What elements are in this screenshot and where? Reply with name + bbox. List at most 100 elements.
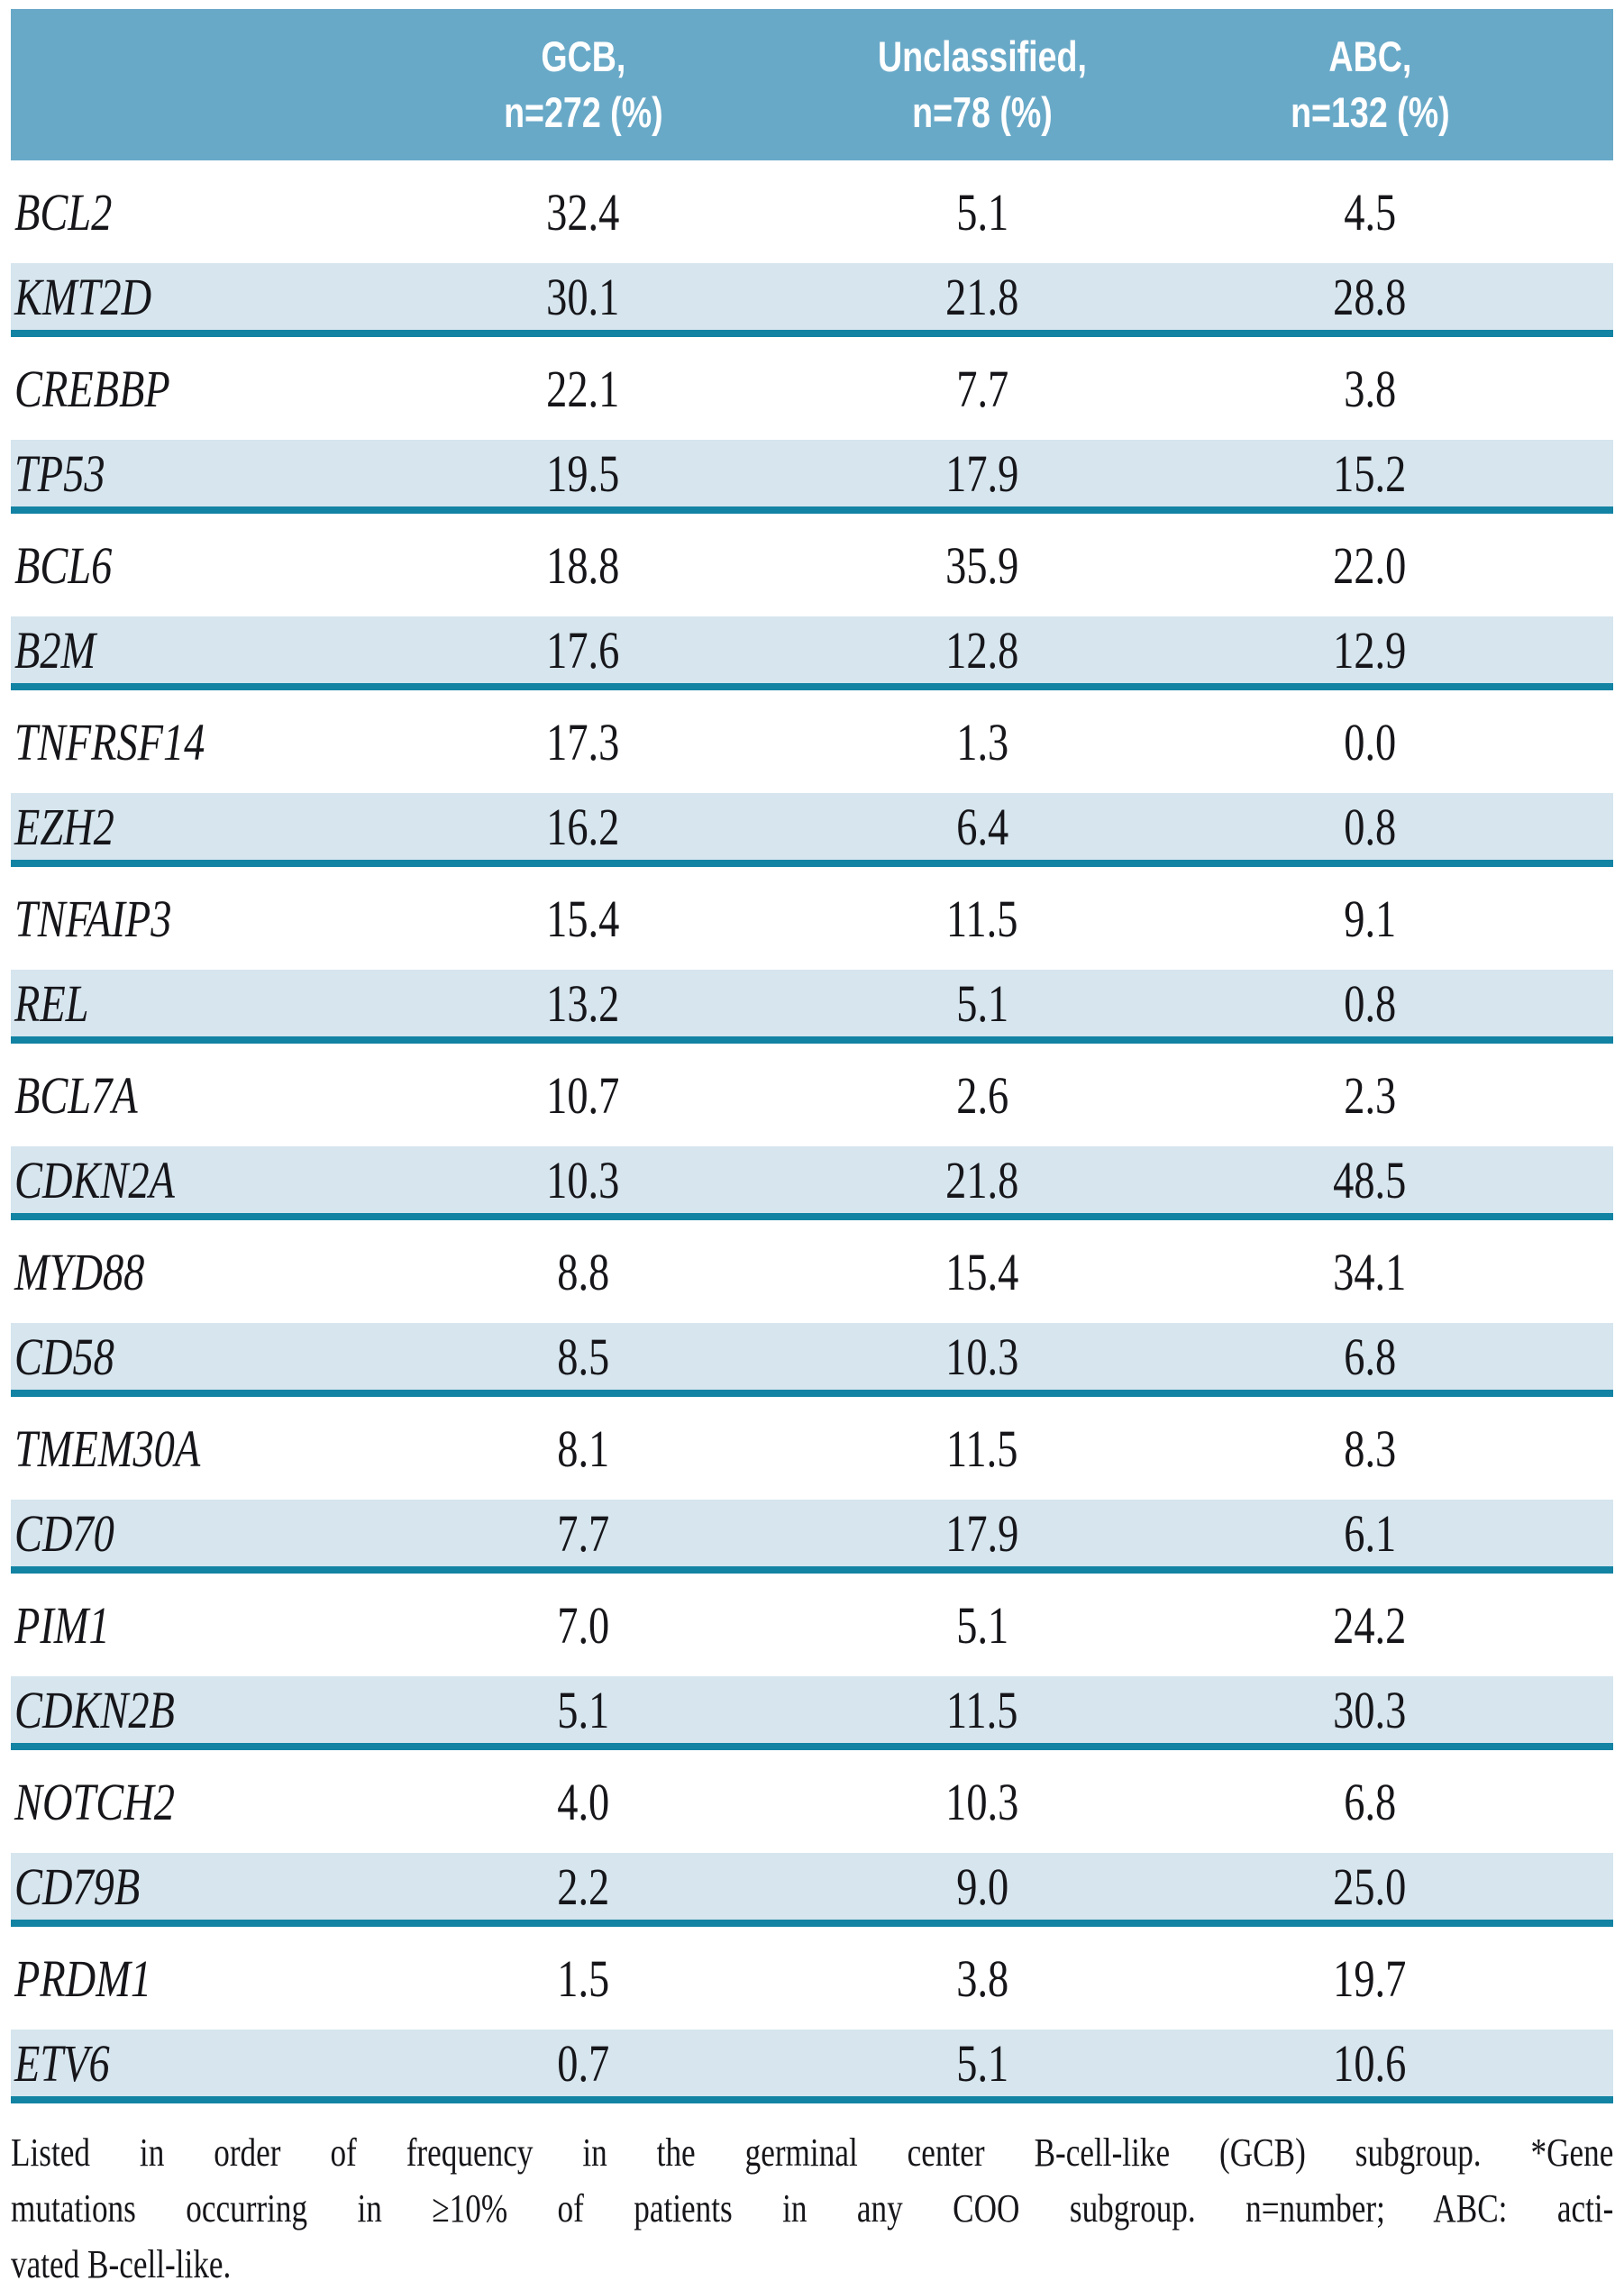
unclassified-value: 2.6 xyxy=(956,1065,1008,1125)
abc-value: 19.7 xyxy=(1333,1948,1407,2008)
unclassified-value: 6.4 xyxy=(956,797,1008,856)
gcb-value: 4.0 xyxy=(557,1772,609,1831)
column-header-gcb-text: GCB, n=272 (%) xyxy=(504,29,663,141)
abc-value: 0.0 xyxy=(1344,712,1396,771)
table-row-pim1: PIM1 7.0 5.1 24.2 xyxy=(11,1574,1613,1676)
unclassified-value: 35.9 xyxy=(945,535,1019,595)
gene-name: PIM1 xyxy=(14,1595,110,1655)
abc-value: 6.1 xyxy=(1344,1503,1396,1563)
unclassified-value: 7.7 xyxy=(956,359,1008,418)
gcb-value: 7.0 xyxy=(557,1595,609,1655)
table-row-kmt2d: KMT2D 30.1 21.8 28.8 xyxy=(11,263,1613,337)
gene-name: BCL7A xyxy=(14,1065,138,1125)
abc-value: 4.5 xyxy=(1344,182,1396,242)
gene-name: BCL2 xyxy=(14,182,113,242)
column-header-unclassified-text: Unclassified, n=78 (%) xyxy=(878,29,1087,141)
unclassified-value: 1.3 xyxy=(956,712,1008,771)
gene-name: EZH2 xyxy=(14,797,114,856)
gene-name: REL xyxy=(14,973,89,1033)
gene-name: BCL6 xyxy=(14,535,113,595)
gcb-value: 19.5 xyxy=(546,443,620,503)
table-row-etv6: ETV6 0.7 5.1 10.6 xyxy=(11,2030,1613,2103)
unclassified-value: 17.9 xyxy=(945,443,1019,503)
gcb-value: 30.1 xyxy=(546,267,620,326)
gene-name: CD58 xyxy=(14,1327,114,1386)
gcb-value: 17.6 xyxy=(546,620,620,680)
unclassified-count: n=78 (%) xyxy=(912,88,1053,136)
gene-name: KMT2D xyxy=(14,267,152,326)
gene-name: CDKN2B xyxy=(14,1680,175,1739)
column-header-abc: ABC, n=132 (%) xyxy=(1188,29,1552,141)
table-row-cd70: CD70 7.7 17.9 6.1 xyxy=(11,1500,1613,1574)
table-row-prdm1: PRDM1 1.5 3.8 19.7 xyxy=(11,1927,1613,2030)
table-row-bcl6: BCL6 18.8 35.9 22.0 xyxy=(11,514,1613,616)
abc-value: 34.1 xyxy=(1333,1242,1407,1301)
table-row-cd58: CD58 8.5 10.3 6.8 xyxy=(11,1323,1613,1397)
unclassified-value: 9.0 xyxy=(956,1857,1008,1916)
gcb-value: 8.5 xyxy=(557,1327,609,1386)
table-row-myd88: MYD88 8.8 15.4 34.1 xyxy=(11,1220,1613,1323)
unclassified-value: 5.1 xyxy=(956,182,1008,242)
table-row-tmem30a: TMEM30A 8.1 11.5 8.3 xyxy=(11,1397,1613,1500)
abc-value: 0.8 xyxy=(1344,797,1396,856)
abc-value: 0.8 xyxy=(1344,973,1396,1033)
gcb-label: GCB, xyxy=(540,32,625,80)
table-row-b2m: B2M 17.6 12.8 12.9 xyxy=(11,616,1613,690)
gcb-value: 5.1 xyxy=(557,1680,609,1739)
abc-label: ABC, xyxy=(1328,32,1411,80)
table-row-tp53: TP53 19.5 17.9 15.2 xyxy=(11,440,1613,514)
gcb-value: 17.3 xyxy=(546,712,620,771)
gene-name: TNFAIP3 xyxy=(14,889,172,948)
footnote-line-3: vated B-cell-like. xyxy=(11,2242,232,2286)
table-row-bcl2: BCL2 32.4 5.1 4.5 xyxy=(11,160,1613,263)
gene-name: TP53 xyxy=(14,443,105,503)
abc-value: 3.8 xyxy=(1344,359,1396,418)
abc-value: 10.6 xyxy=(1333,2033,1407,2093)
unclassified-value: 5.1 xyxy=(956,973,1008,1033)
abc-value: 30.3 xyxy=(1333,1680,1407,1739)
table-row-crebbp: CREBBP 22.1 7.7 3.8 xyxy=(11,337,1613,440)
gcb-value: 10.7 xyxy=(546,1065,620,1125)
gcb-value: 0.7 xyxy=(557,2033,609,2093)
table-footnote: Listed in order of frequency in the germ… xyxy=(11,2125,1613,2290)
table-row-cdkn2b: CDKN2B 5.1 11.5 30.3 xyxy=(11,1676,1613,1750)
gene-name: PRDM1 xyxy=(14,1948,152,2008)
gcb-count: n=272 (%) xyxy=(503,88,663,136)
gcb-value: 8.1 xyxy=(557,1419,609,1478)
gene-name: CD79B xyxy=(14,1857,141,1916)
table-header-row: GCB, n=272 (%) Unclassified, n=78 (%) ABC,… xyxy=(11,9,1613,160)
footnote-line-2: mutations occurring in ≥10% of patients … xyxy=(11,2186,1614,2231)
unclassified-value: 17.9 xyxy=(945,1503,1019,1563)
unclassified-value: 15.4 xyxy=(945,1242,1019,1301)
gene-name: NOTCH2 xyxy=(14,1772,175,1831)
gcb-value: 18.8 xyxy=(546,535,620,595)
table-row-cdkn2a: CDKN2A 10.3 21.8 48.5 xyxy=(11,1146,1613,1220)
abc-value: 12.9 xyxy=(1333,620,1407,680)
gcb-value: 8.8 xyxy=(557,1242,609,1301)
abc-value: 22.0 xyxy=(1333,535,1407,595)
gcb-value: 2.2 xyxy=(557,1857,609,1916)
gcb-value: 15.4 xyxy=(546,889,620,948)
unclassified-value: 11.5 xyxy=(946,889,1018,948)
column-header-gcb: GCB, n=272 (%) xyxy=(389,29,777,141)
unclassified-value: 12.8 xyxy=(945,620,1019,680)
abc-value: 6.8 xyxy=(1344,1327,1396,1386)
gene-name: CREBBP xyxy=(14,359,170,418)
unclassified-value: 21.8 xyxy=(945,1150,1019,1209)
abc-value: 2.3 xyxy=(1344,1065,1396,1125)
gene-name: TNFRSF14 xyxy=(14,712,205,771)
gcb-value: 1.5 xyxy=(557,1948,609,2008)
unclassified-value: 10.3 xyxy=(945,1327,1019,1386)
column-header-abc-text: ABC, n=132 (%) xyxy=(1291,29,1450,141)
unclassified-value: 3.8 xyxy=(956,1948,1008,2008)
mutation-frequency-table: GCB, n=272 (%) Unclassified, n=78 (%) ABC,… xyxy=(11,9,1613,2103)
abc-value: 6.8 xyxy=(1344,1772,1396,1831)
unclassified-value: 11.5 xyxy=(946,1680,1018,1739)
gcb-value: 16.2 xyxy=(546,797,620,856)
unclassified-label: Unclassified, xyxy=(878,32,1087,80)
table-row-ezh2: EZH2 16.2 6.4 0.8 xyxy=(11,793,1613,867)
table-row-tnfrsf14: TNFRSF14 17.3 1.3 0.0 xyxy=(11,690,1613,793)
unclassified-value: 5.1 xyxy=(956,2033,1008,2093)
gcb-value: 10.3 xyxy=(546,1150,620,1209)
